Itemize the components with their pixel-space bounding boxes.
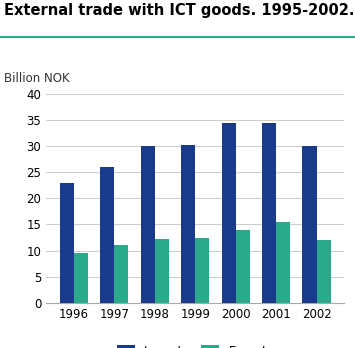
Bar: [181, 145, 195, 303]
Bar: [302, 146, 317, 303]
Bar: [222, 122, 236, 303]
Bar: [141, 146, 155, 303]
Bar: [155, 239, 169, 303]
Bar: [114, 245, 129, 303]
Bar: [317, 240, 331, 303]
Bar: [74, 253, 88, 303]
Text: Billion NOK: Billion NOK: [4, 72, 69, 85]
Bar: [262, 122, 276, 303]
Text: External trade with ICT goods. 1995-2002. Billion NOK: External trade with ICT goods. 1995-2002…: [4, 3, 355, 18]
Bar: [100, 167, 114, 303]
Bar: [60, 183, 74, 303]
Bar: [236, 230, 250, 303]
Bar: [276, 222, 290, 303]
Legend: Import, Exports: Import, Exports: [113, 340, 278, 348]
Bar: [195, 237, 209, 303]
